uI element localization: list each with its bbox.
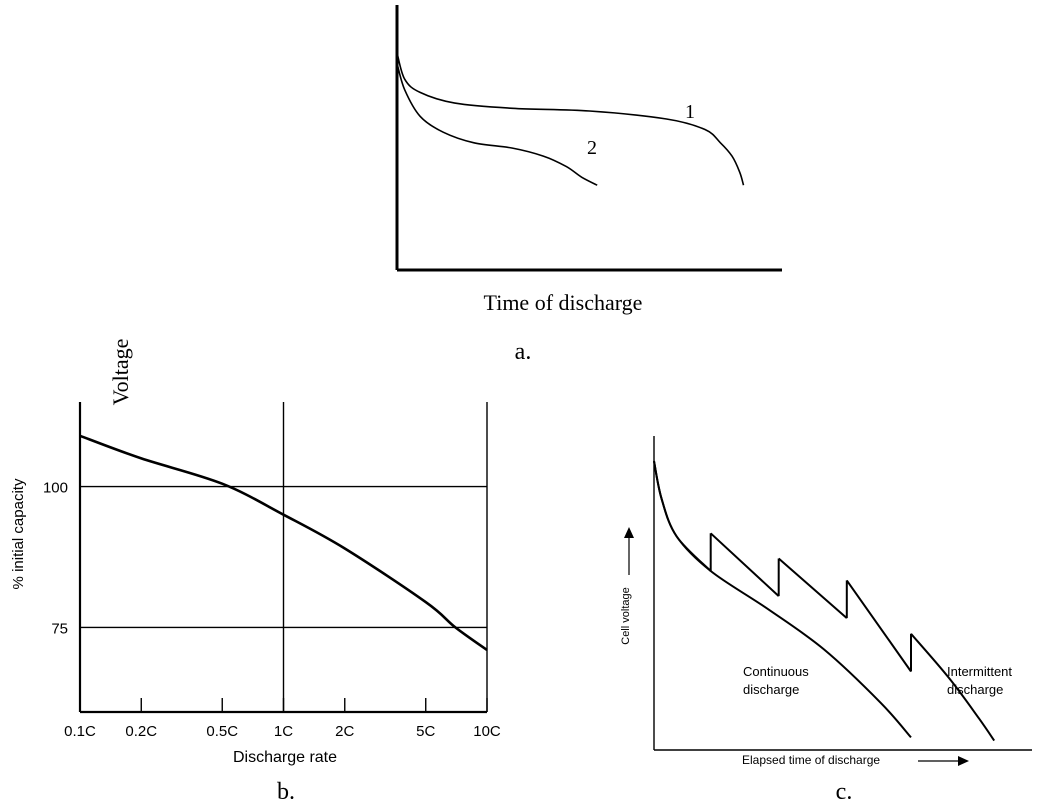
panel-a: 12 Voltage Time of discharge a. xyxy=(108,5,782,405)
panel-b-curves xyxy=(79,434,488,652)
panel-b-ytick-label: 75 xyxy=(51,620,68,637)
panel-b-ytick-label: 100 xyxy=(43,480,68,497)
panel-b-capacity-line xyxy=(79,434,488,652)
panel-a-series-2-label: 2 xyxy=(587,137,597,159)
panel-c-annotation-1: Continuous discharge xyxy=(743,664,809,697)
panel-b-xlabel: Discharge rate xyxy=(233,749,337,766)
panel-c-annotation-2: Intermittent discharge xyxy=(947,664,1012,697)
panel-b-xtick-label: 1C xyxy=(274,723,293,740)
panel-a-axes xyxy=(395,5,782,272)
panel-a-ylabel: Voltage xyxy=(108,339,133,406)
panel-b-xtick-label: 0.1C xyxy=(64,723,96,740)
panel-a-label: a. xyxy=(515,339,532,365)
panel-c-axes xyxy=(624,436,1032,766)
panel-c-curves xyxy=(653,460,996,742)
panel-c-ylabel: Cell voltage xyxy=(620,587,632,644)
panel-b-xtick-label: 0.5C xyxy=(206,723,238,740)
panel-b-tick-labels: 0.1C 0.2C 0.5C 1C 2C 5C 10C 75 100 xyxy=(43,480,501,740)
panel-c-xlabel: Elapsed time of discharge xyxy=(742,753,880,767)
panel-a-curves xyxy=(396,52,745,186)
panel-b-xtick-label: 2C xyxy=(335,723,354,740)
panel-c: Continuous discharge Intermittent discharge… xyxy=(620,436,1032,805)
panel-c-ylabel-arrowhead xyxy=(624,527,634,538)
panel-a-xlabel: Time of discharge xyxy=(484,290,643,315)
panel-b-ylabel: % initial capacity xyxy=(10,478,27,589)
panel-a-series-2-line xyxy=(396,63,598,186)
panel-a-series-1-line xyxy=(396,52,745,186)
panel-c-series-2-line xyxy=(653,460,996,742)
panel-b: 0.1C 0.2C 0.5C 1C 2C 5C 10C 75 100 % initial cap… xyxy=(10,402,501,805)
panel-b-axes xyxy=(78,402,488,714)
panel-c-xlabel-arrowhead xyxy=(958,756,969,766)
panel-c-annotations: Continuous discharge Intermittent discharge xyxy=(743,664,1012,697)
panel-b-xtick-label: 0.2C xyxy=(125,723,157,740)
panel-b-xtick-label: 10C xyxy=(473,723,501,740)
panel-b-xtick-label: 5C xyxy=(416,723,435,740)
panel-c-label: c. xyxy=(836,779,853,805)
panel-a-series-labels: 12 xyxy=(587,101,695,159)
panel-a-series-1-label: 1 xyxy=(685,101,695,123)
panel-b-label: b. xyxy=(277,779,295,805)
